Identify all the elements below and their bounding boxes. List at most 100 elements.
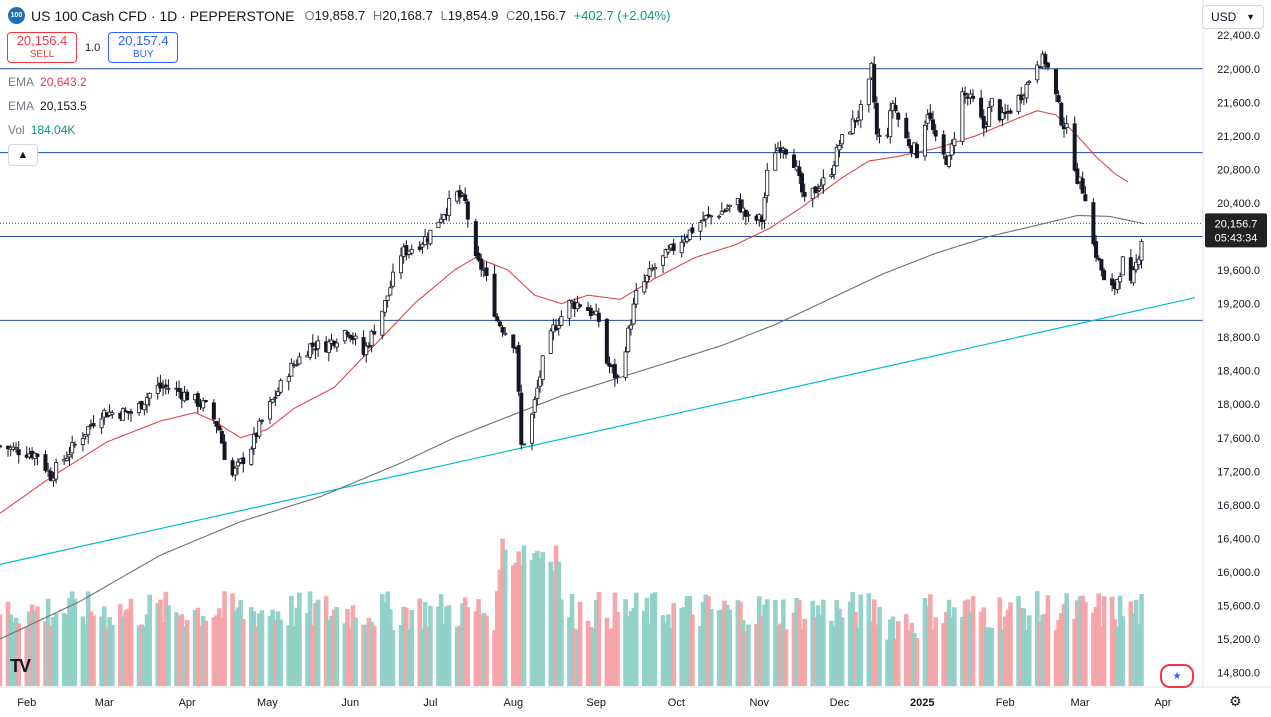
volume-bar xyxy=(104,627,110,686)
candle-body xyxy=(390,271,395,287)
volume-bar xyxy=(1093,607,1099,686)
candle-body xyxy=(278,380,283,393)
legend-ema-slow[interactable]: EMA 20,153.5 xyxy=(8,99,87,113)
volume-bar xyxy=(607,629,612,686)
volume-bar xyxy=(446,605,452,686)
close-value: 20,156.7 xyxy=(515,8,566,23)
buy-label: BUY xyxy=(133,48,154,60)
volume-bar xyxy=(481,612,487,686)
volume-bar xyxy=(700,601,706,686)
candle-body xyxy=(128,411,133,414)
chevron-up-icon: ▲ xyxy=(17,149,29,161)
volume-bar xyxy=(345,609,350,686)
volume-bar xyxy=(660,615,666,686)
candle-body xyxy=(933,130,938,137)
candle-body xyxy=(326,341,331,354)
volume-bar xyxy=(930,629,936,686)
currency-selector[interactable]: USD ▼ xyxy=(1202,5,1264,29)
legend-ema-fast[interactable]: EMA 20,643.2 xyxy=(8,75,87,89)
candle-body xyxy=(147,392,152,399)
candles xyxy=(0,50,1144,487)
legend-volume[interactable]: Vol 184.04K xyxy=(8,123,76,137)
candle-body xyxy=(72,443,77,446)
volume-bar xyxy=(722,600,727,686)
volume-bar xyxy=(1000,629,1005,686)
volume-bar xyxy=(1056,620,1061,686)
volume-bar xyxy=(216,608,222,686)
volume-bar xyxy=(1091,612,1096,686)
candle-body xyxy=(925,114,930,124)
candle-body xyxy=(810,187,815,200)
us-flag-icon[interactable]: ★ xyxy=(1160,664,1194,688)
symbol-title[interactable]: US 100 Cash CFD · 1D · PEPPERSTONE xyxy=(31,7,295,24)
volume-bar xyxy=(615,611,620,686)
sell-button[interactable]: 20,156.4 SELL xyxy=(7,32,77,63)
volume-bar xyxy=(839,617,845,686)
volume-bar xyxy=(799,629,805,686)
y-tick-label: 18,000.0 xyxy=(1217,399,1260,411)
volume-bar xyxy=(128,598,134,686)
candle-body xyxy=(86,426,91,436)
candle-body xyxy=(479,258,484,270)
candle-body xyxy=(177,388,182,393)
volume-bar xyxy=(724,604,730,686)
candle-body xyxy=(353,335,358,340)
volume-bar xyxy=(166,605,171,686)
candle-body xyxy=(276,391,281,397)
volume-bar xyxy=(32,610,38,686)
candle-body xyxy=(781,148,786,151)
volume-bar xyxy=(222,591,227,686)
legend-collapse-button[interactable]: ▲ xyxy=(8,144,38,166)
candle-body xyxy=(388,287,393,296)
y-tick-label: 22,400.0 xyxy=(1217,30,1260,42)
volume-bar xyxy=(118,604,123,686)
candle-body xyxy=(1128,257,1133,281)
volume-bar xyxy=(390,630,396,686)
quantity[interactable]: 1.0 xyxy=(85,41,101,54)
volume-bar xyxy=(1083,602,1088,686)
volume-bar xyxy=(1117,595,1123,686)
candle-body xyxy=(398,255,403,274)
candle-body xyxy=(663,249,668,258)
price-tags: 20,156.7 05:43:34 xyxy=(1205,213,1267,248)
candle-body xyxy=(719,210,724,215)
candle-body xyxy=(503,332,508,335)
volume-bar xyxy=(484,615,489,686)
y-tick-label: 16,800.0 xyxy=(1217,500,1260,512)
candle-body xyxy=(960,91,965,143)
change-value: +402.7 (+2.04%) xyxy=(573,8,671,23)
buy-button[interactable]: 20,157.4 BUY xyxy=(108,32,179,63)
volume-bar xyxy=(286,625,292,686)
volume-bar xyxy=(404,607,409,686)
volume-bar xyxy=(858,594,864,686)
symbol-badge[interactable]: 100 xyxy=(8,7,25,24)
candle-body xyxy=(447,198,452,216)
candle-body xyxy=(893,105,898,112)
volume-bar xyxy=(107,617,112,686)
volume-bar xyxy=(24,626,30,686)
candle-body xyxy=(813,186,818,194)
candle-body xyxy=(791,154,796,168)
candle-body xyxy=(698,222,703,232)
volume-bar xyxy=(666,614,671,686)
candle-body xyxy=(420,243,425,248)
candle-body xyxy=(968,93,973,99)
candle-body xyxy=(203,400,208,402)
candle-body xyxy=(1024,83,1029,99)
volume-bar xyxy=(251,611,257,686)
volume-bar xyxy=(540,552,545,686)
volume-bar xyxy=(746,624,751,686)
volume-bar xyxy=(147,594,153,686)
candle-body xyxy=(837,144,842,151)
candle-body xyxy=(840,134,845,145)
tradingview-logo[interactable]: TV xyxy=(10,656,31,676)
volume-bar xyxy=(668,628,674,686)
gear-icon[interactable]: ⚙ xyxy=(1229,693,1242,709)
volume-bar xyxy=(933,617,938,686)
candle-body xyxy=(145,397,150,406)
volume-bar xyxy=(478,614,484,686)
candle-body xyxy=(687,229,692,240)
volume-bar xyxy=(43,621,48,686)
candle-body xyxy=(46,469,51,472)
